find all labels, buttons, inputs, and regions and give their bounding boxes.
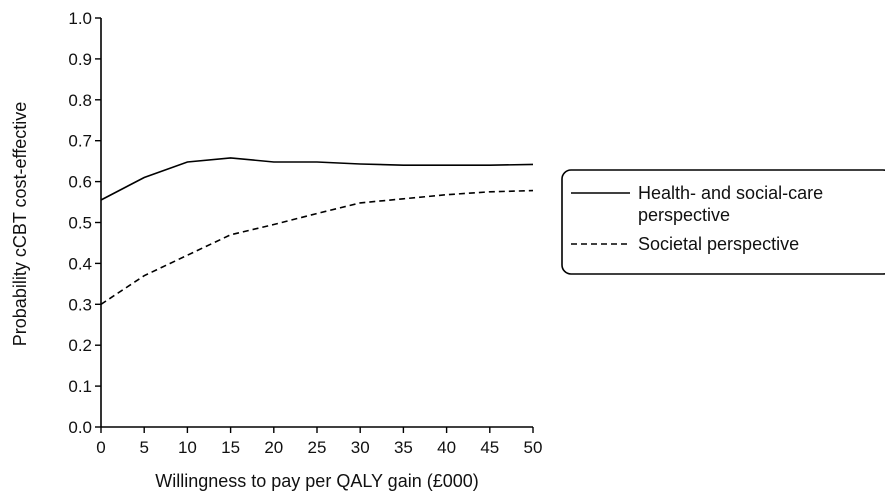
series-line-health-social-care xyxy=(100,157,534,201)
x-tick-label: 40 xyxy=(437,438,456,457)
y-tick-label: 0.2 xyxy=(68,336,92,355)
x-tick-label: 20 xyxy=(264,438,283,457)
x-tick-label: 30 xyxy=(351,438,370,457)
y-axis-title: Probability cCBT cost-effective xyxy=(10,102,30,346)
legend-label: Health- and social-care xyxy=(638,183,823,203)
y-tick-label: 0.0 xyxy=(68,418,92,437)
legend-box xyxy=(561,169,885,275)
x-axis-title: Willingness to pay per QALY gain (£000) xyxy=(155,471,479,491)
x-tick-label: 45 xyxy=(480,438,499,457)
y-tick-label: 0.5 xyxy=(68,214,92,233)
x-axis-ticks: 0 5 10 15 20 25 30 35 40 45 50 xyxy=(96,427,542,457)
y-tick-label: 0.7 xyxy=(68,132,92,151)
x-tick-label: 15 xyxy=(221,438,240,457)
x-tick-label: 50 xyxy=(524,438,543,457)
x-tick-label: 0 xyxy=(96,438,105,457)
x-tick-label: 5 xyxy=(139,438,148,457)
axes xyxy=(100,18,533,428)
y-tick-label: 0.4 xyxy=(68,254,92,273)
series-layer xyxy=(100,157,534,305)
y-tick-label: 0.8 xyxy=(68,91,92,110)
legend-label: Societal perspective xyxy=(638,234,799,254)
x-tick-label: 25 xyxy=(308,438,327,457)
y-tick-label: 0.1 xyxy=(68,377,92,396)
x-tick-label: 35 xyxy=(394,438,413,457)
y-axis-ticks: 0.0 0.1 0.2 0.3 0.4 0.5 0.6 0.7 0.8 0.9 1.0 xyxy=(68,9,101,437)
x-tick-label: 10 xyxy=(178,438,197,457)
y-tick-label: 0.6 xyxy=(68,173,92,192)
y-tick-label: 0.9 xyxy=(68,50,92,69)
y-tick-label: 1.0 xyxy=(68,9,92,28)
series-line-societal xyxy=(100,189,534,305)
legend-label: perspective xyxy=(638,205,730,225)
y-tick-label: 0.3 xyxy=(68,295,92,314)
